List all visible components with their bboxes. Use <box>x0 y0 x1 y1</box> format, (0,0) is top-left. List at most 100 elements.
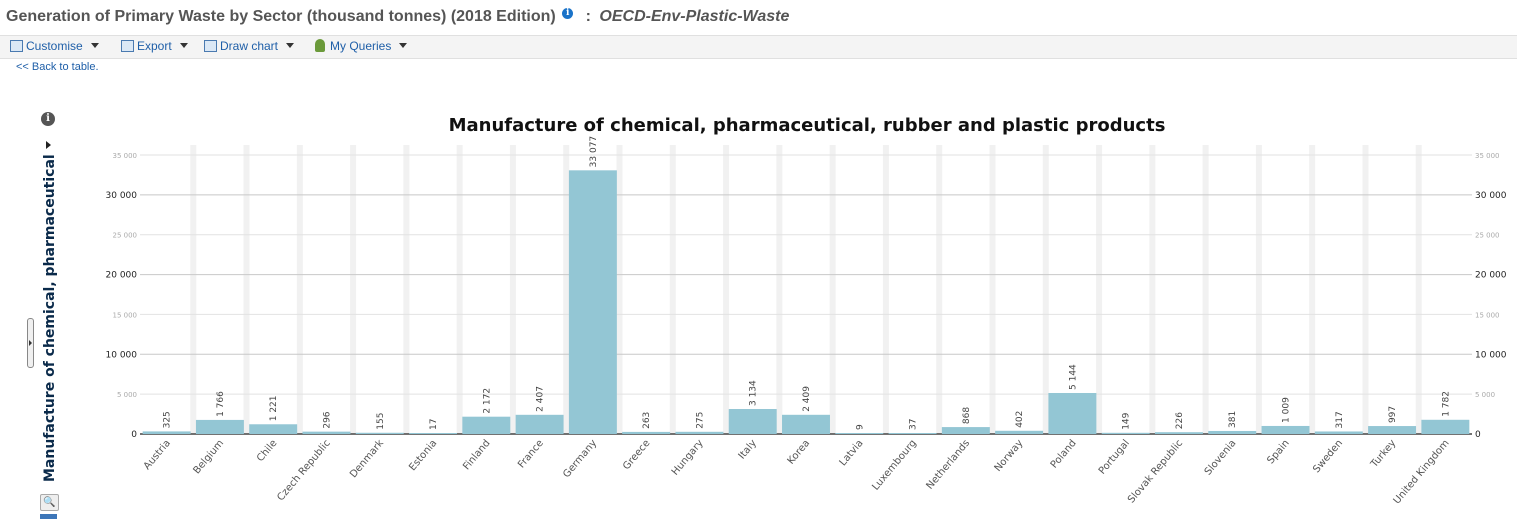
bar-value-label: 17 <box>429 419 439 430</box>
x-tick-label: Estonia <box>407 438 439 473</box>
bar-value-label: 2 172 <box>482 388 492 414</box>
bar <box>888 433 937 434</box>
y-tick-label-right: 35 000 <box>1475 152 1500 160</box>
chart-info-icon[interactable]: i <box>41 112 55 126</box>
export-label: Export <box>137 39 172 53</box>
y-tick-label-right: 0 <box>1475 430 1481 440</box>
bar <box>1368 426 1417 434</box>
bar <box>568 170 617 435</box>
bar <box>409 433 458 434</box>
bar-value-label: 381 <box>1228 411 1238 428</box>
x-tick-label: Greece <box>621 438 652 472</box>
y-tick-label-right: 20 000 <box>1475 271 1507 281</box>
category-separator <box>829 145 836 434</box>
bar-value-label: 2 409 <box>802 386 812 412</box>
bar-value-label: 1 221 <box>269 396 279 422</box>
side-panel-toggle[interactable] <box>27 318 34 368</box>
category-separator <box>1042 145 1049 434</box>
x-tick-label: Korea <box>786 438 813 467</box>
bar-value-label: 263 <box>642 412 652 429</box>
bar-value-label: 33 077 <box>589 136 599 168</box>
export-menu[interactable]: Export <box>121 39 188 55</box>
chevron-down-icon <box>90 43 99 48</box>
bar <box>1101 432 1150 434</box>
y-tick-label-right: 10 000 <box>1475 350 1507 360</box>
x-tick-label: Czech Republic <box>275 438 332 503</box>
gridlines <box>140 154 1472 395</box>
y-axis-title: Manufacture of chemical, pharmaceutical <box>42 154 58 482</box>
bar <box>1208 430 1257 434</box>
chart-icon <box>204 40 217 52</box>
y-tick-label-left: 5 000 <box>117 391 137 399</box>
y-tick-label-left: 10 000 <box>106 350 138 360</box>
user-icon <box>315 39 325 52</box>
export-icon <box>121 40 134 52</box>
info-icon[interactable]: i <box>562 8 574 19</box>
plot-background <box>190 145 1422 434</box>
category-separator <box>563 145 570 434</box>
category-separator <box>776 145 783 434</box>
x-tick-label: United Kingdom <box>1392 438 1452 507</box>
draw-chart-menu[interactable]: Draw chart <box>204 39 295 55</box>
category-separator <box>1362 145 1369 434</box>
x-tick-label: Austria <box>142 438 173 472</box>
y-tick-label-right: 25 000 <box>1475 232 1500 240</box>
x-tick-label: Chile <box>255 438 280 464</box>
y-tick-label-left: 30 000 <box>106 191 138 201</box>
bar-value-label: 37 <box>909 419 919 430</box>
bar <box>728 409 777 434</box>
bar-value-label: 317 <box>1335 411 1345 428</box>
bar-value-label: 1 009 <box>1282 397 1292 423</box>
dataset-name: OECD-Env-Plastic-Waste <box>599 8 790 25</box>
my-queries-menu[interactable]: My Queries <box>315 39 408 55</box>
x-tick-label: Norway <box>993 438 1026 474</box>
bar <box>355 432 404 434</box>
x-tick-label: Hungary <box>670 438 706 478</box>
category-separator <box>936 145 943 434</box>
customise-label: Customise <box>26 39 83 53</box>
category-separator <box>403 145 410 434</box>
bar <box>622 431 671 434</box>
chevron-down-icon <box>179 43 188 48</box>
x-tick-label: Spain <box>1265 438 1291 466</box>
x-tick-label: Luxembourg <box>870 438 918 493</box>
category-separator <box>723 145 730 434</box>
category-separator <box>1309 145 1316 434</box>
x-tick-label: France <box>516 438 546 471</box>
bottom-button[interactable] <box>40 514 57 519</box>
category-separator <box>1255 145 1262 434</box>
bar <box>1154 432 1203 434</box>
toolbar: Customise Export Draw chart My Queries <box>0 35 1517 59</box>
draw-chart-label: Draw chart <box>220 39 279 53</box>
y-tick-label-left: 20 000 <box>106 271 138 281</box>
x-tick-label: Turkey <box>1368 438 1398 471</box>
y-tick-label-right: 5 000 <box>1475 391 1495 399</box>
x-tick-label: Latvia <box>838 438 866 468</box>
bar-value-label: 997 <box>1388 406 1398 423</box>
category-separator <box>616 145 623 434</box>
category-separator <box>509 145 516 434</box>
x-tick-label: Portugal <box>1097 438 1132 477</box>
bar-value-label: 3 134 <box>749 380 759 406</box>
bar <box>249 424 298 434</box>
category-separator <box>350 145 357 434</box>
bar <box>995 430 1044 434</box>
y-tick-label-left: 35 000 <box>113 152 138 160</box>
back-to-table-link[interactable]: << Back to table. <box>16 61 99 73</box>
bar <box>941 427 990 434</box>
x-tick-label: Italy <box>737 438 759 462</box>
customise-menu[interactable]: Customise <box>10 39 99 55</box>
bar <box>675 431 724 434</box>
bar-value-label: 2 407 <box>536 386 546 412</box>
x-tick-label: Netherlands <box>925 438 973 492</box>
customise-icon <box>10 40 23 52</box>
bar <box>302 431 351 434</box>
my-queries-label: My Queries <box>330 39 392 53</box>
bar <box>195 419 244 434</box>
zoom-icon[interactable]: 🔍 <box>40 494 59 511</box>
bar-value-label: 325 <box>163 411 173 428</box>
category-separator <box>190 145 197 434</box>
chevron-down-icon <box>286 43 295 48</box>
chevron-right-icon[interactable] <box>46 141 51 149</box>
